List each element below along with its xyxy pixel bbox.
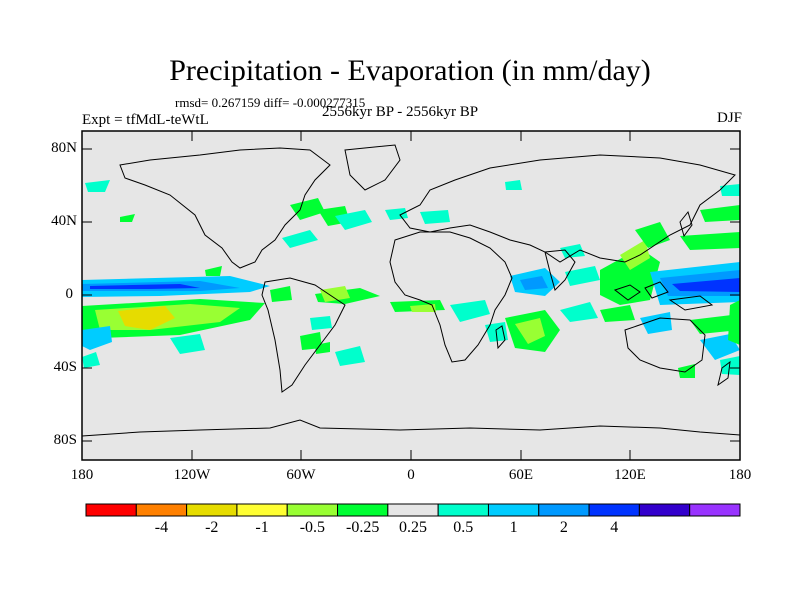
colorbar-label: 1 [509, 519, 518, 536]
colorbar-swatch [286, 503, 339, 517]
colorbar-swatch [337, 503, 389, 517]
x-label-120e: 120E [614, 467, 646, 483]
colorbar-label: -4 [154, 519, 169, 536]
x-label-60w: 60W [286, 467, 316, 483]
x-label-180e: 180 [728, 467, 752, 483]
colorbar-swatch [487, 503, 540, 517]
colorbar [85, 503, 741, 517]
season-text: DJF [716, 110, 742, 126]
colorbar-swatch [85, 503, 137, 517]
colorbar-label: -1 [255, 519, 269, 536]
colorbar-swatch [437, 503, 489, 517]
colorbar-label: 2 [559, 519, 568, 536]
y-label-40n: 40N [51, 213, 77, 229]
y-label-40s: 40S [53, 359, 77, 375]
colorbar-label: -0.5 [299, 519, 326, 536]
anomaly-patches [82, 180, 740, 378]
stats-text: rmsd= 0.267159 diff= -0.000277315 [175, 95, 366, 110]
colorbar-swatch [387, 503, 439, 517]
y-label-80s: 80S [53, 432, 77, 448]
x-label-180w: 180 [70, 467, 94, 483]
x-label-120w: 120W [173, 467, 211, 483]
colorbar-swatch [135, 503, 188, 517]
colorbar-swatch [689, 503, 741, 517]
colorbar-swatch [236, 503, 288, 517]
colorbar-label: 0.5 [453, 519, 474, 536]
coastlines [81, 144, 741, 437]
colorbar-swatch [588, 503, 640, 517]
x-ticks [81, 131, 741, 460]
colorbar-label: 4 [610, 519, 619, 536]
period-text: 2556kyr BP - 2556kyr BP [322, 104, 479, 120]
y-ticks [82, 148, 740, 442]
colorbar-label: 0.25 [399, 519, 427, 536]
x-label-0: 0 [407, 467, 415, 483]
colorbar-label: -0.25 [346, 519, 380, 536]
figure-title: Precipitation - Evaporation (in mm/day) [169, 54, 651, 87]
experiment-text: Expt = tfMdL-teWtL [82, 112, 209, 128]
x-label-60e: 60E [508, 467, 534, 483]
colorbar-label: -2 [205, 519, 219, 536]
y-label-80n: 80N [51, 140, 77, 156]
colorbar-swatch [186, 503, 238, 517]
y-label-0: 0 [65, 286, 74, 302]
colorbar-swatch [538, 503, 590, 517]
colorbar-swatch [638, 503, 691, 517]
